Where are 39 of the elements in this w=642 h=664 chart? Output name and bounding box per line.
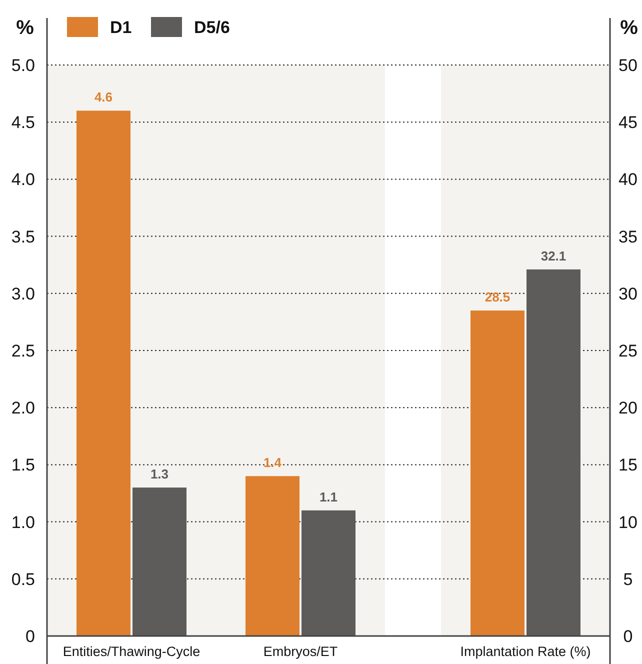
y-tick-label: 3.5 [11,227,35,246]
y2-tick-label: 15 [618,456,638,475]
y2-tick-label: 5 [623,570,633,589]
y-tick-label: 2.0 [11,398,35,418]
y-tick-label: 1.0 [11,512,35,532]
y2-tick-label: 30 [618,284,638,304]
bar [132,488,186,636]
y-tick-label: 4.0 [11,170,35,190]
y-tick-label: 4.5 [11,113,35,132]
y-tick-label: 2.5 [11,341,35,360]
bar [76,110,130,636]
y2-tick-label: 50 [618,56,638,75]
y2-tick-label: 35 [618,227,638,246]
x-tick-label: Implantation Rate (%) [460,644,591,659]
data-label: 1.3 [150,466,169,482]
y-tick-label: 5.0 [11,56,35,75]
data-label: 32.1 [540,248,566,264]
y2-axis-title: % [620,17,638,39]
y2-tick-label: 0 [623,626,633,646]
y-tick-label: 1.5 [11,456,35,475]
y2-tick-label: 10 [618,512,638,532]
x-tick-label: Embryos/ET [263,644,338,659]
y2-tick-label: 20 [618,398,638,418]
y-tick-label: 0 [26,626,35,646]
bar [246,476,300,636]
data-label: 28.5 [484,290,510,305]
y2-tick-label: 40 [618,170,638,190]
y-tick-label: 0.5 [11,570,35,589]
y-axis-title: % [16,17,34,39]
y-tick-label: 3.0 [11,284,35,304]
data-label: 1.1 [319,489,338,504]
y2-tick-label: 25 [618,341,638,360]
data-label: 1.4 [263,455,282,470]
x-tick-label: Entities/Thawing-Cycle [62,644,200,659]
bar [302,510,356,636]
legend-label: D1 [110,18,132,37]
y2-tick-label: 45 [618,113,638,132]
legend-label: D5/6 [194,18,230,37]
data-label: 4.6 [94,90,113,105]
